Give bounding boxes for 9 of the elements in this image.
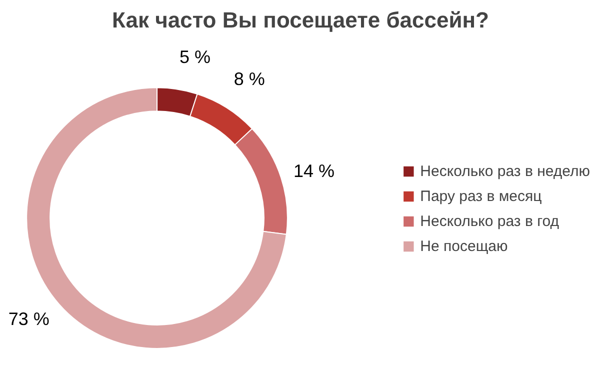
- legend-label: Не посещаю: [420, 238, 508, 254]
- chart-title: Как часто Вы посещаете бассейн?: [112, 8, 489, 32]
- data-label: 5 %: [179, 47, 210, 68]
- data-label: 14 %: [293, 160, 335, 181]
- legend-label: Несколько раз в год: [420, 212, 560, 230]
- legend-label: Несколько раз в неделю: [420, 162, 590, 180]
- legend-label: Пару раз в месяц: [420, 188, 542, 204]
- data-label: 8 %: [234, 69, 265, 90]
- data-label: 73 %: [8, 309, 50, 330]
